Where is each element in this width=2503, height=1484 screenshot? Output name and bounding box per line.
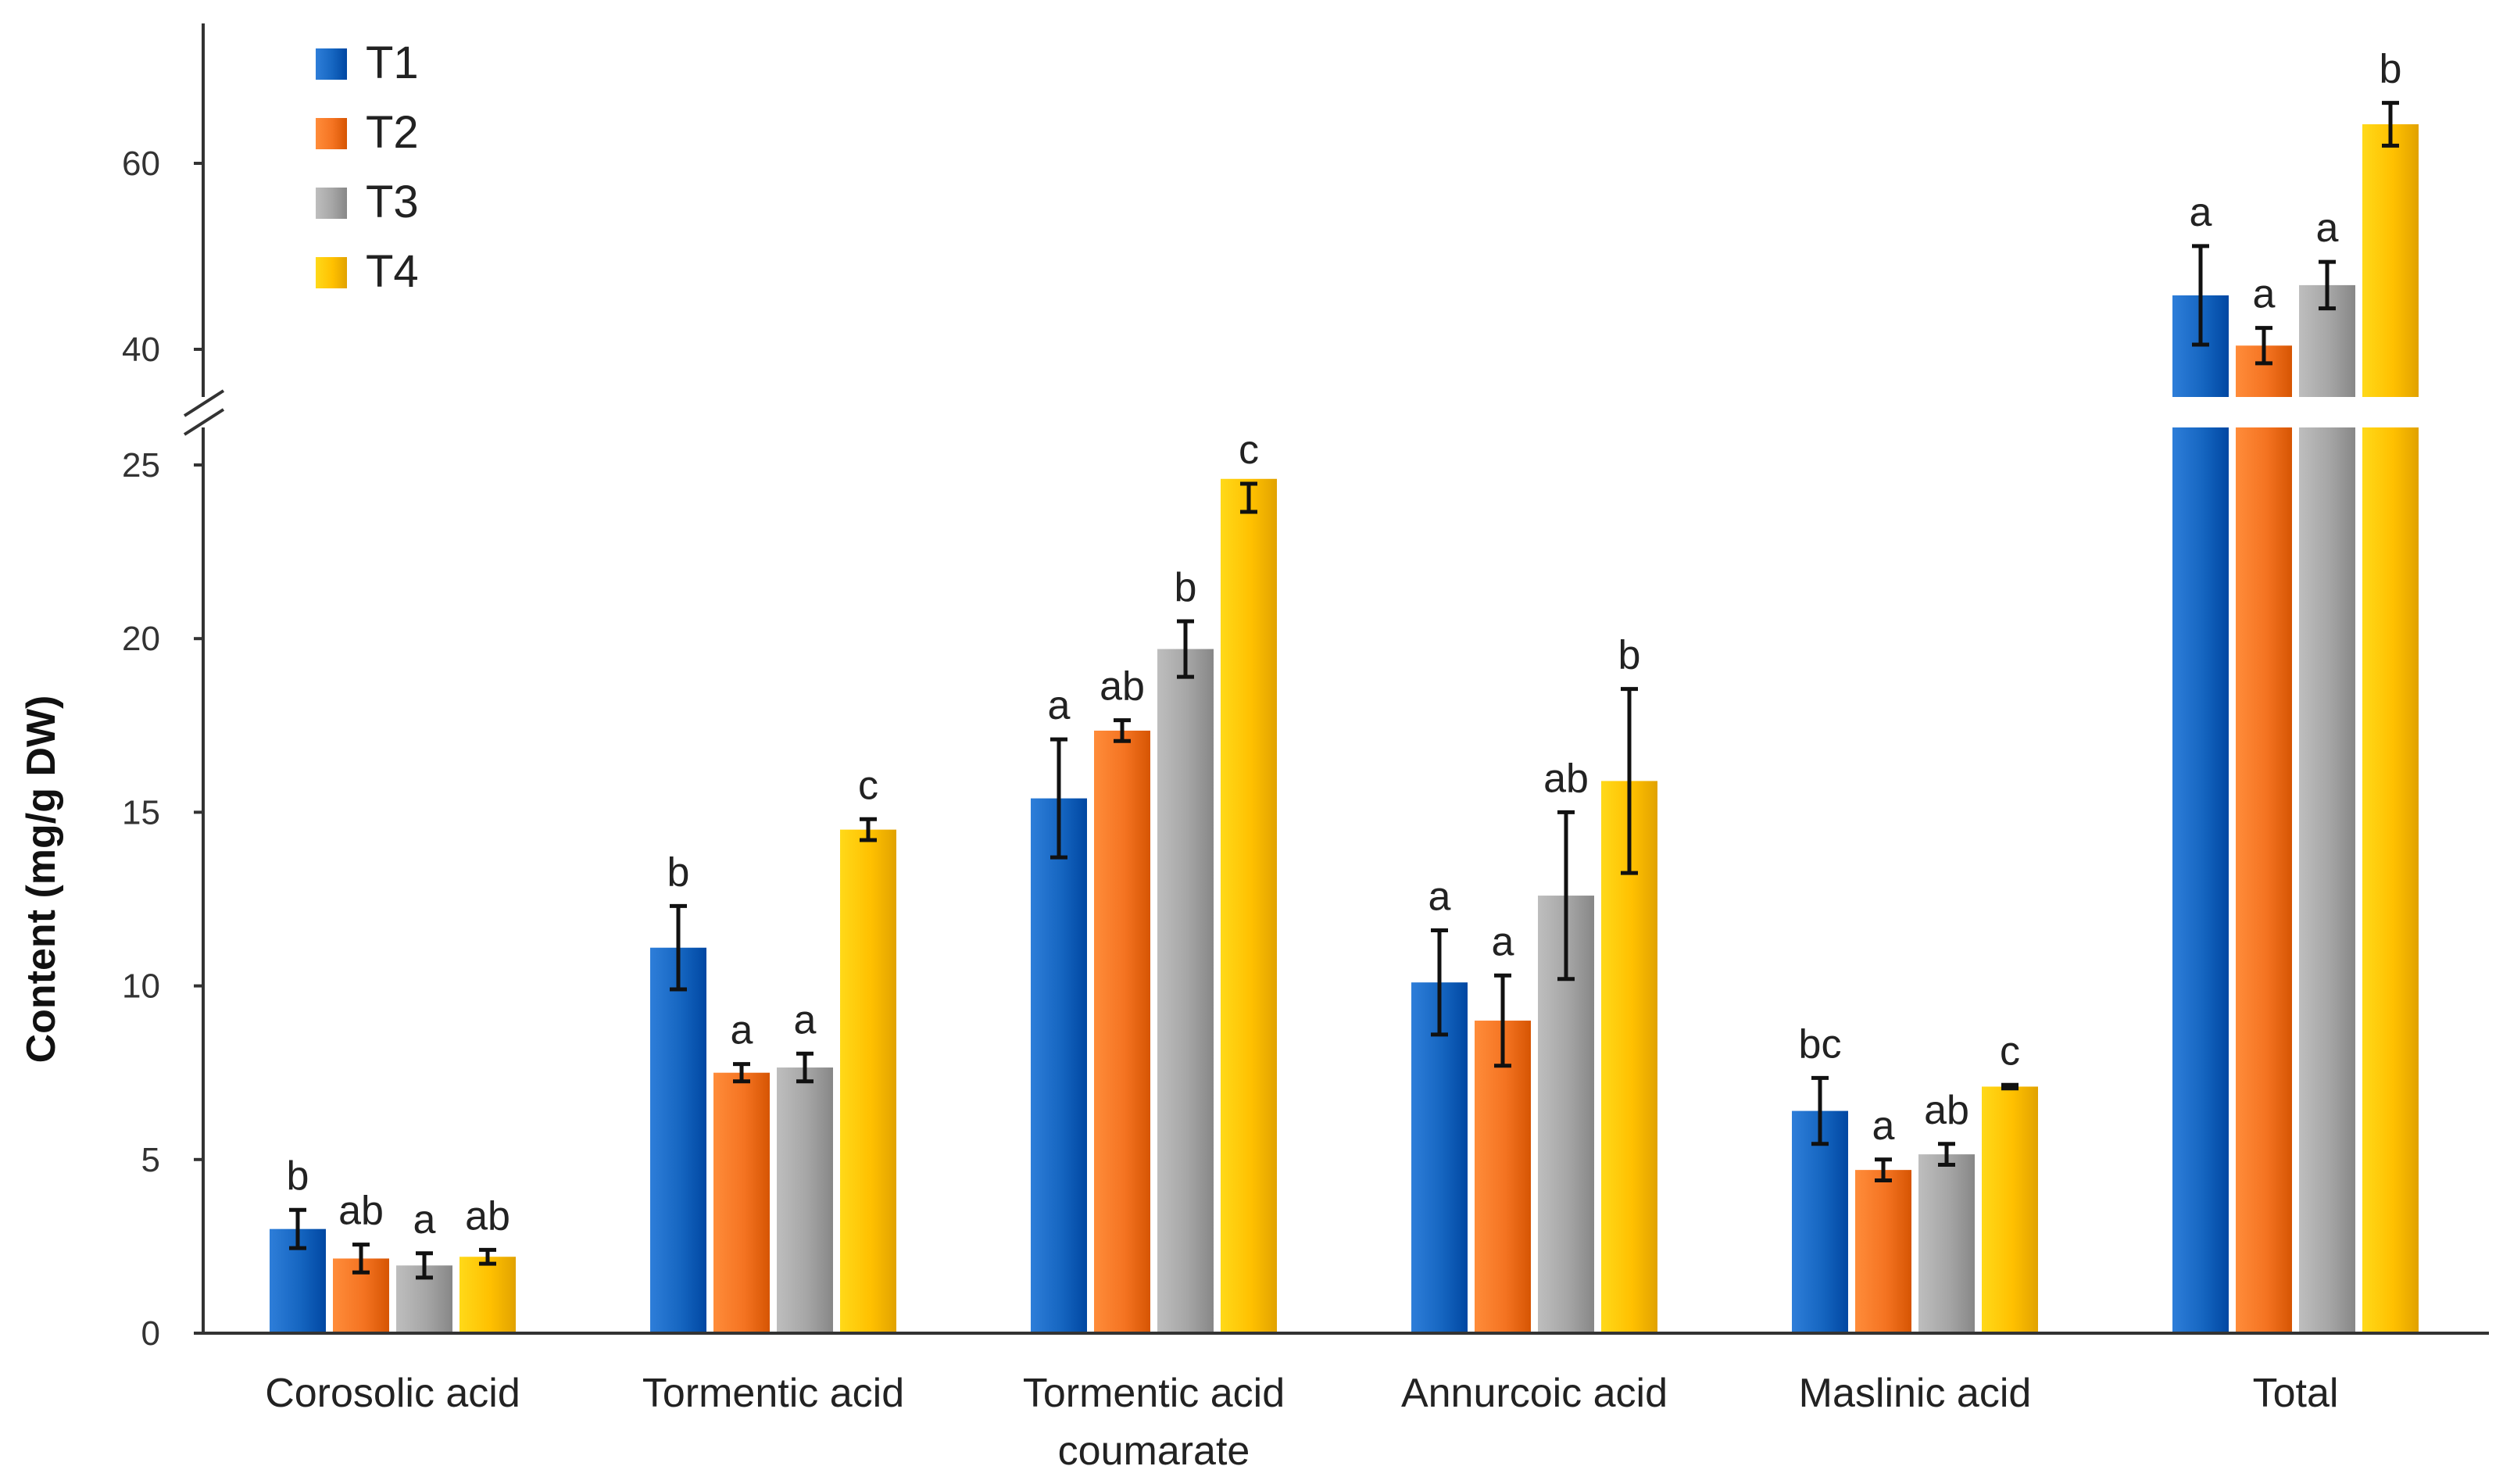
bar-t1-cat2 xyxy=(1031,798,1087,1333)
error-bar-t3-cat0 xyxy=(416,1251,433,1280)
error-bar-t2-cat3 xyxy=(1494,973,1511,1068)
category-label-0: Corosolic acid xyxy=(265,1371,520,1416)
error-bar-t4-cat3 xyxy=(1621,687,1638,875)
y-tick-label-40: 40 xyxy=(122,331,160,369)
bar-t4-cat4 xyxy=(1982,1086,2038,1333)
bars-layer xyxy=(270,124,2419,1333)
error-bar-t4-cat0 xyxy=(479,1247,496,1266)
bar-t3-cat1 xyxy=(777,1067,833,1333)
legend-swatch-t2 xyxy=(316,118,347,149)
bar-t2-cat5-lower xyxy=(2236,427,2292,1333)
category-label-2: Tormentic acid coumarate xyxy=(1023,1371,1285,1474)
sig-label-t1-cat4: bc xyxy=(1799,1021,1842,1067)
bar-t4-cat0 xyxy=(459,1257,516,1333)
legend-label-t2: T2 xyxy=(366,107,419,158)
sig-label-t4-cat5: b xyxy=(2380,47,2402,92)
y-tick-label-5: 5 xyxy=(141,1141,160,1179)
sig-label-t2-cat5: a xyxy=(2253,272,2276,317)
sig-label-t4-cat4: c xyxy=(2000,1028,2020,1074)
sig-label-t2-cat4: a xyxy=(1872,1103,1895,1149)
error-bars-layer xyxy=(289,101,2399,1280)
axis-break-mark xyxy=(183,389,225,436)
error-bar-t2-cat4 xyxy=(1875,1157,1892,1182)
y-tick-label-10: 10 xyxy=(122,967,160,1006)
sig-label-t3-cat1: a xyxy=(794,997,817,1042)
error-bar-t2-cat1 xyxy=(733,1062,750,1084)
y-tick-label-60: 60 xyxy=(122,145,160,183)
bar-t4-cat2 xyxy=(1221,478,1277,1333)
sig-label-t2-cat0: ab xyxy=(338,1189,384,1234)
error-bar-t1-cat0 xyxy=(289,1207,306,1250)
bar-t1-cat3 xyxy=(1411,982,1468,1333)
error-bar-t1-cat2 xyxy=(1050,737,1067,860)
error-bar-t3-cat2 xyxy=(1177,619,1194,679)
bar-t2-cat3 xyxy=(1475,1021,1531,1333)
legend-label-t1: T1 xyxy=(366,38,419,88)
error-bar-t4-cat1 xyxy=(860,817,877,842)
bar-t3-cat2 xyxy=(1157,649,1214,1333)
legend-label-t3: T3 xyxy=(366,177,419,227)
y-axis-label: Content (mg/g DW) xyxy=(19,696,64,1064)
bar-t2-cat1 xyxy=(713,1072,770,1333)
error-bar-t2-cat5 xyxy=(2255,326,2272,366)
category-label-3: Annurcoic acid xyxy=(1401,1371,1668,1416)
sig-label-t1-cat5: a xyxy=(2190,190,2212,235)
error-bar-t1-cat4 xyxy=(1811,1075,1829,1146)
sig-label-t2-cat1: a xyxy=(731,1008,753,1053)
error-bar-t3-cat1 xyxy=(796,1051,813,1084)
sig-label-t3-cat3: ab xyxy=(1543,756,1589,801)
bar-t4-cat5-lower xyxy=(2362,427,2419,1333)
bar-t3-cat4 xyxy=(1918,1154,1975,1333)
sig-label-t4-cat3: b xyxy=(1618,633,1641,678)
y-tick-label-20: 20 xyxy=(122,620,160,658)
error-bar-t1-cat1 xyxy=(670,903,687,992)
sig-label-t4-cat1: c xyxy=(858,763,878,808)
sig-label-t3-cat4: ab xyxy=(1924,1088,1969,1133)
sig-label-t1-cat3: a xyxy=(1428,874,1451,919)
y-tick-label-0: 0 xyxy=(141,1314,160,1353)
sig-label-t4-cat0: ab xyxy=(465,1193,510,1239)
bar-t1-cat4 xyxy=(1792,1110,1848,1333)
y-tick-label-15: 15 xyxy=(122,793,160,831)
sig-label-t3-cat5: a xyxy=(2316,206,2339,251)
legend-label-t4: T4 xyxy=(366,246,419,297)
bar-t1-cat1 xyxy=(650,947,706,1333)
error-bar-t2-cat0 xyxy=(352,1243,370,1275)
sig-label-t3-cat0: a xyxy=(413,1197,436,1243)
category-label-1: Tormentic acid xyxy=(642,1371,904,1416)
error-bar-t1-cat5 xyxy=(2192,244,2209,347)
legend: T1 T2 T3 T4 xyxy=(316,38,419,297)
sig-label-t3-cat2: b xyxy=(1175,565,1197,610)
error-bar-t1-cat3 xyxy=(1431,928,1448,1037)
bar-t3-cat5-lower xyxy=(2299,427,2355,1333)
bar-t2-cat4 xyxy=(1855,1170,1911,1333)
sig-label-t2-cat3: a xyxy=(1492,919,1514,964)
error-bar-t3-cat5 xyxy=(2319,259,2336,311)
category-label-5: Total xyxy=(2253,1371,2339,1416)
error-bar-t3-cat3 xyxy=(1557,810,1575,982)
legend-swatch-t3 xyxy=(316,188,347,219)
legend-swatch-t4 xyxy=(316,257,347,288)
sig-label-t2-cat2: ab xyxy=(1100,664,1145,710)
sig-label-t1-cat0: b xyxy=(287,1153,309,1199)
error-bar-t4-cat5 xyxy=(2382,101,2399,148)
y-tick-label-25: 25 xyxy=(122,446,160,485)
sig-label-t1-cat2: a xyxy=(1048,683,1071,728)
sig-label-t4-cat2: c xyxy=(1239,427,1259,473)
category-label-4: Maslinic acid xyxy=(1799,1371,2032,1416)
x-categories-layer: Corosolic acid Tormentic acid Tormentic ac… xyxy=(265,1371,2338,1474)
y-ticks-layer: 0 5 10 15 20 25 40 60 xyxy=(122,145,203,1353)
error-bar-t4-cat2 xyxy=(1240,481,1257,514)
bar-t2-cat2 xyxy=(1094,730,1150,1333)
bar-t1-cat5-lower xyxy=(2172,427,2229,1333)
bar-t4-cat1 xyxy=(840,829,896,1333)
error-bar-t2-cat2 xyxy=(1114,718,1131,743)
sig-label-t1-cat1: b xyxy=(667,849,690,895)
error-bar-t3-cat4 xyxy=(1938,1142,1955,1167)
legend-swatch-t1 xyxy=(316,48,347,80)
bar-t4-cat5-upper xyxy=(2362,124,2419,397)
error-bar-t4-cat4 xyxy=(2001,1082,2018,1091)
